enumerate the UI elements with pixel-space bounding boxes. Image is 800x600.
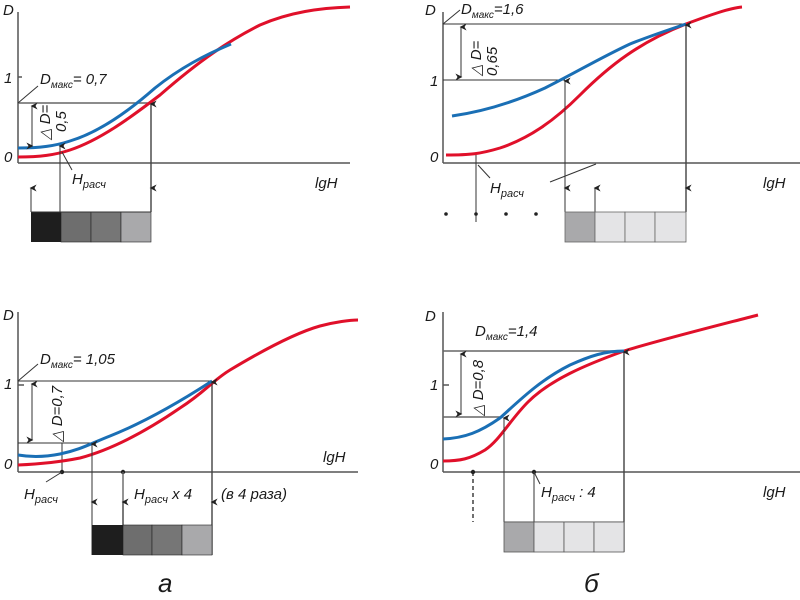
h-calc-div4-label: Hрасч : 4: [541, 484, 596, 504]
red-curve: [445, 5, 743, 157]
h-calc-x4-label: Hрасч x 4: [134, 486, 192, 506]
step: [594, 211, 626, 243]
y-axis-label: D: [425, 2, 436, 19]
tick-label-1: 1: [4, 376, 12, 393]
step-wedge: [503, 521, 625, 553]
tick-label-0: 0: [430, 149, 439, 166]
step: [31, 212, 61, 242]
step: [564, 211, 596, 243]
delta-d-label: △ D= 0,5: [37, 104, 70, 141]
step-wedge: [92, 524, 213, 556]
red-curve: [17, 318, 359, 467]
step: [593, 521, 625, 553]
step-wedge: [564, 211, 687, 243]
caption-a: а: [158, 568, 172, 598]
x-axis-label: lgH: [763, 175, 786, 192]
blue-curve: [451, 22, 687, 118]
panel-bottom-left: D 1 0 lgH △ D=0,7 Dмакс= 1,05 Hрасч Hрас…: [3, 307, 359, 598]
step: [654, 211, 687, 243]
h-calc-leader: [61, 151, 73, 171]
delta-d-label: △ D= 0,65: [468, 40, 501, 77]
blue-curve: [442, 349, 625, 441]
step-wedge: [31, 211, 152, 243]
tick-label-0: 0: [4, 456, 13, 473]
d-max-label: Dмакс= 0,7: [40, 71, 107, 91]
d-max-leader: [17, 363, 39, 382]
h-calc-leader-2: [549, 163, 597, 183]
h-calc-leader: [533, 471, 541, 485]
step: [92, 525, 123, 555]
red-curve: [442, 313, 759, 463]
d-max-label: Dмакс=1,4: [475, 323, 538, 343]
tick-label-1: 1: [430, 377, 438, 394]
step: [90, 211, 122, 243]
svg-text:△ D=0,8: △ D=0,8: [470, 359, 487, 417]
step: [151, 524, 183, 556]
step: [120, 211, 152, 243]
step: [563, 521, 595, 553]
x-axis-label: lgH: [763, 484, 786, 501]
step: [60, 211, 92, 243]
h-calc-label: Hрасч: [72, 171, 106, 191]
d-max-leader: [17, 85, 39, 104]
panel-bottom-right: D 1 0 lgH △ D=0,8 Dмакс=1,4 Hрасч : 4: [425, 308, 800, 598]
tick-label-0: 0: [430, 456, 439, 473]
dot: [474, 212, 478, 216]
step: [181, 524, 213, 556]
delta-d-label: △ D=0,7: [49, 385, 66, 443]
svg-text:△ D=: △ D=: [37, 104, 54, 141]
caption-b: б: [584, 568, 600, 598]
h-note: (в 4 раза): [221, 486, 287, 503]
panel-top-left: D 1 0 lgH △ D= 0,5 Dмакс= 0,7 Hрасч: [3, 2, 351, 243]
y-axis-label: D: [3, 2, 14, 19]
tick-label-0: 0: [4, 149, 13, 166]
dot: [534, 212, 538, 216]
tick-label-1: 1: [430, 73, 438, 90]
svg-text:△ D=: △ D=: [468, 40, 485, 77]
red-curve: [17, 5, 351, 159]
d-max-leader: [442, 9, 461, 25]
h-calc-label: Hрасч: [490, 180, 524, 200]
step: [122, 524, 153, 556]
d-max-label: Dмакс= 1,05: [40, 351, 116, 371]
step: [533, 521, 565, 553]
tick-label-1: 1: [4, 70, 12, 87]
svg-text:0,65: 0,65: [484, 46, 501, 76]
x-axis-label: lgH: [315, 175, 338, 192]
step: [624, 211, 656, 243]
y-axis-label: D: [3, 307, 14, 324]
h-calc-leader: [45, 471, 63, 483]
h-calc-leader: [477, 164, 491, 179]
blue-curve: [17, 42, 232, 150]
delta-d-label: △ D=0,8: [470, 359, 487, 417]
x-axis-label: lgH: [323, 449, 346, 466]
panel-top-right: D 1 0 lgH △ D= 0,65 Dмакс=1,6 Hрасч: [425, 1, 800, 243]
dot: [444, 212, 448, 216]
d-max-label: Dмакс=1,6: [461, 1, 524, 21]
h-calc-label: Hрасч: [24, 486, 58, 506]
svg-text:△ D=0,7: △ D=0,7: [49, 385, 66, 443]
y-axis-label: D: [425, 308, 436, 325]
svg-text:0,5: 0,5: [53, 110, 70, 132]
step: [503, 521, 535, 553]
dot: [504, 212, 508, 216]
